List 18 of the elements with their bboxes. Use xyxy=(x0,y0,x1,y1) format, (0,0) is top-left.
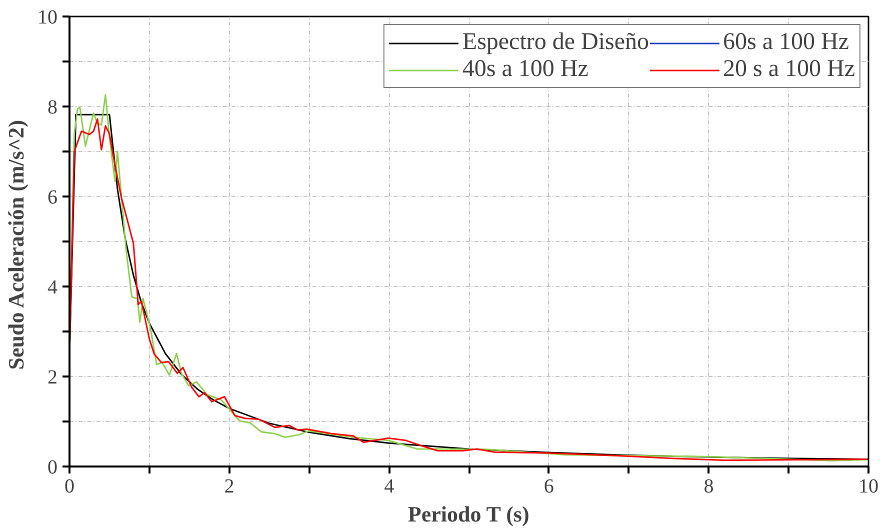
legend-label: 60s a 100 Hz xyxy=(723,29,849,56)
x-tick-label: 6 xyxy=(544,476,554,498)
x-tick-label: 4 xyxy=(384,476,394,498)
y-tick-label: 0 xyxy=(48,456,58,478)
x-tick-label: 0 xyxy=(64,476,74,498)
y-tick-label: 10 xyxy=(38,6,58,28)
x-tick-label: 8 xyxy=(704,476,714,498)
x-tick-label: 2 xyxy=(224,476,234,498)
y-tick-label: 6 xyxy=(48,186,58,208)
y-tick-label: 8 xyxy=(48,96,58,118)
y-tick-label: 2 xyxy=(48,366,58,388)
y-tick-label: 4 xyxy=(48,276,58,298)
x-tick-label: 10 xyxy=(858,476,878,498)
x-axis-title: Periodo T (s) xyxy=(408,502,530,526)
legend-label: 20 s a 100 Hz xyxy=(723,56,855,83)
y-axis-title: Seudo Aceleración (m/s^2) xyxy=(4,120,28,370)
legend-label: Espectro de Diseño xyxy=(462,29,650,56)
legend-label: 40s a 100 Hz xyxy=(462,56,588,83)
